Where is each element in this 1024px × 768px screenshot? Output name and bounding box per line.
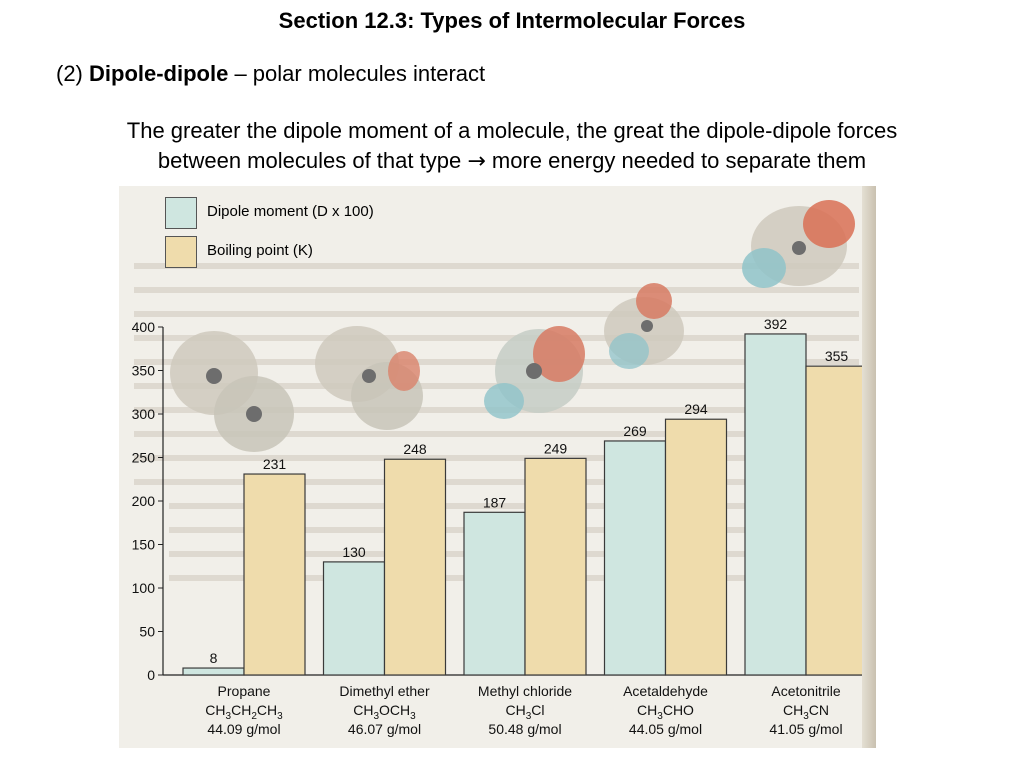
bar-chart: 0 50 100 150 200 250 300 350 400 8 231 Propane CH3CH… — [132, 316, 868, 737]
legend-label-dipole: Dipole moment (D x 100) — [207, 203, 374, 220]
formula-label: CH3CH2CH3 — [205, 702, 283, 722]
boiling-bar — [243, 473, 306, 676]
molar-mass-label: 50.48 g/mol — [488, 721, 561, 737]
y-tick-label: 350 — [132, 363, 156, 379]
boiling-bar — [383, 458, 447, 676]
subtitle-prefix: (2) — [56, 61, 89, 86]
category-label: Propane — [218, 683, 271, 699]
dipole-bar — [603, 440, 667, 676]
category-label: Methyl chloride — [478, 683, 572, 699]
molar-mass-label: 46.07 g/mol — [348, 721, 421, 737]
dipole-bar — [463, 511, 526, 676]
dipole-value-label: 269 — [623, 423, 647, 439]
dipole-bar — [744, 333, 807, 676]
molar-mass-label: 44.09 g/mol — [207, 721, 280, 737]
page-edge-shadow — [862, 186, 876, 748]
desc-line-1: The greater the dipole moment of a molec… — [126, 118, 898, 143]
dipole-value-label: 130 — [342, 544, 366, 560]
molar-mass-label: 41.05 g/mol — [769, 721, 842, 737]
dipole-value-label: 8 — [210, 650, 218, 666]
y-tick-label: 300 — [132, 406, 156, 422]
boiling-bar — [664, 418, 728, 676]
acetonitrile-molecule-icon — [742, 200, 855, 288]
dimethyl-ether-molecule-icon — [315, 326, 423, 430]
propane-molecule-icon — [170, 331, 294, 452]
category-label: Dimethyl ether — [339, 683, 430, 699]
boiling-value-label: 231 — [263, 456, 287, 472]
slide-subtitle: (2) Dipole-dipole – polar molecules inte… — [56, 61, 485, 87]
dipole-value-label: 392 — [764, 316, 788, 332]
formula-label: CH3CHO — [637, 702, 694, 722]
boiling-value-label: 355 — [825, 348, 849, 364]
y-tick-label: 150 — [132, 537, 156, 553]
dipole-value-label: 187 — [483, 494, 507, 510]
y-tick-label: 200 — [132, 493, 156, 509]
y-tick-label: 100 — [132, 580, 156, 596]
formula-label: CH3OCH3 — [353, 702, 416, 722]
dipole-bar — [322, 561, 386, 676]
subtitle-bold: Dipole-dipole — [89, 61, 229, 86]
y-tick-label: 250 — [132, 450, 156, 466]
molar-mass-label: 44.05 g/mol — [629, 721, 702, 737]
slide-description: The greater the dipole moment of a molec… — [20, 116, 1004, 177]
dipole-bar — [182, 667, 245, 676]
boiling-value-label: 248 — [403, 441, 427, 457]
chart-figure: 0 50 100 150 200 250 300 350 400 8 231 Propane CH3CH… — [119, 186, 876, 748]
desc-line-2a: between molecules of that type — [157, 148, 468, 173]
boiling-value-label: 249 — [544, 440, 568, 456]
legend-swatch-dipole — [165, 197, 197, 229]
arrow-icon: → — [467, 149, 486, 174]
slide-title: Section 12.3: Types of Intermolecular Fo… — [278, 8, 746, 33]
category-label: Acetonitrile — [771, 683, 840, 699]
boiling-bar — [805, 365, 868, 676]
category-label: Acetaldehyde — [623, 683, 708, 699]
boiling-value-label: 294 — [684, 401, 708, 417]
legend-label-boiling: Boiling point (K) — [207, 242, 313, 259]
formula-label: CH3CN — [783, 702, 829, 722]
acetaldehyde-molecule-icon — [604, 283, 684, 369]
boiling-bar — [524, 457, 587, 676]
molecule-illustrations — [170, 200, 855, 452]
y-tick-label: 400 — [132, 319, 156, 335]
methyl-chloride-molecule-icon — [484, 326, 585, 419]
desc-line-2b: more energy needed to separate them — [485, 148, 867, 173]
desc-line-2: between molecules of that type → more en… — [20, 146, 1004, 177]
formula-label: CH3Cl — [505, 702, 544, 722]
subtitle-rest: – polar molecules interact — [228, 61, 486, 86]
y-tick-label: 50 — [139, 624, 155, 640]
legend-swatch-boiling — [165, 236, 197, 268]
y-tick-label: 0 — [147, 667, 155, 683]
